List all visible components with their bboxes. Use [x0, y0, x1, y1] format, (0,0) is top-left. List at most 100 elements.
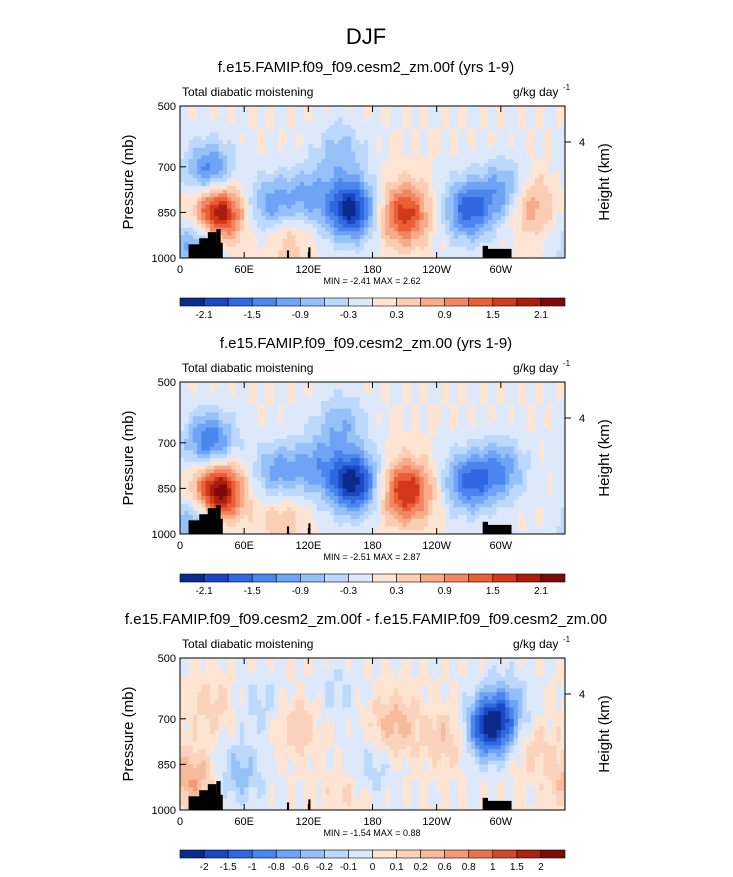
- heatmap-cell: [184, 473, 189, 477]
- heatmap-cell: [193, 114, 198, 118]
- heatmap-cell: [240, 163, 245, 167]
- heatmap-cell: [544, 155, 549, 159]
- heatmap-cell: [223, 231, 228, 235]
- heatmap-cell: [317, 167, 322, 171]
- heatmap-cell: [394, 228, 399, 232]
- heatmap-cell: [501, 174, 506, 178]
- heatmap-cell: [313, 125, 318, 129]
- heatmap-cell: [240, 129, 245, 133]
- heatmap-cell: [390, 117, 395, 121]
- heatmap-cell: [398, 121, 403, 125]
- heatmap-cell: [296, 152, 301, 156]
- heatmap-cell: [313, 186, 318, 190]
- heatmap-cell: [193, 197, 198, 201]
- heatmap-cell: [214, 152, 219, 156]
- heatmap-cell: [424, 228, 429, 232]
- heatmap-cell: [236, 500, 241, 504]
- heatmap-cell: [450, 152, 455, 156]
- heatmap-cell: [244, 144, 249, 148]
- heatmap-cell: [231, 397, 236, 401]
- heatmap-cell: [355, 235, 360, 239]
- heatmap-cell: [334, 235, 339, 239]
- heatmap-cell: [210, 412, 215, 416]
- heatmap-cell: [432, 167, 437, 171]
- heatmap-cell: [223, 450, 228, 454]
- heatmap-cell: [296, 117, 301, 121]
- heatmap-cell: [450, 163, 455, 167]
- heatmap-cell: [236, 171, 241, 175]
- heatmap-cell: [552, 209, 557, 213]
- heatmap-cell: [381, 212, 386, 216]
- heatmap-cell: [317, 519, 322, 523]
- heatmap-cell: [411, 243, 416, 247]
- heatmap-cell: [368, 133, 373, 137]
- heatmap-cell: [257, 121, 262, 125]
- page-title: DJF: [346, 24, 386, 49]
- heatmap-cell: [201, 148, 206, 152]
- heatmap-cell: [210, 481, 215, 485]
- heatmap-cell: [527, 205, 532, 209]
- heatmap-cell: [509, 148, 514, 152]
- heatmap-cell: [351, 129, 356, 133]
- heatmap-cell: [544, 163, 549, 167]
- heatmap-cell: [261, 228, 266, 232]
- heatmap-cell: [445, 159, 450, 163]
- heatmap-cell: [497, 125, 502, 129]
- heatmap-cell: [184, 450, 189, 454]
- heatmap-cell: [300, 197, 305, 201]
- heatmap-cell: [334, 110, 339, 114]
- heatmap-cell: [552, 228, 557, 232]
- heatmap-cell: [360, 235, 365, 239]
- heatmap-cell: [193, 216, 198, 220]
- heatmap-cell: [450, 228, 455, 232]
- heatmap-cell: [321, 220, 326, 224]
- heatmap-cell: [522, 167, 527, 171]
- heatmap-cell: [394, 159, 399, 163]
- heatmap-cell: [360, 209, 365, 213]
- heatmap-cell: [270, 412, 275, 416]
- heatmap-cell: [454, 186, 459, 190]
- heatmap-cell: [484, 114, 489, 118]
- heatmap-cell: [415, 197, 420, 201]
- heatmap-cell: [244, 250, 249, 254]
- heatmap-cell: [325, 136, 330, 140]
- heatmap-cell: [283, 186, 288, 190]
- heatmap-cell: [488, 231, 493, 235]
- heatmap-cell: [206, 216, 211, 220]
- heatmap-cell: [308, 106, 313, 110]
- heatmap-cell: [287, 228, 292, 232]
- heatmap-cell: [296, 220, 301, 224]
- heatmap-cell: [240, 488, 245, 492]
- heatmap-cell: [236, 390, 241, 394]
- heatmap-cell: [274, 401, 279, 405]
- heatmap-cell: [330, 186, 335, 190]
- heatmap-cell: [214, 485, 219, 489]
- heatmap-cell: [548, 125, 553, 129]
- heatmap-cell: [266, 447, 271, 451]
- heatmap-cell: [261, 523, 266, 527]
- heatmap-cell: [450, 136, 455, 140]
- heatmap-cell: [270, 507, 275, 511]
- heatmap-cell: [253, 235, 258, 239]
- heatmap-cell: [278, 519, 283, 523]
- heatmap-cell: [206, 125, 211, 129]
- heatmap-cell: [539, 212, 544, 216]
- heatmap-cell: [420, 171, 425, 175]
- heatmap-cell: [355, 152, 360, 156]
- heatmap-cell: [308, 481, 313, 485]
- heatmap-cell: [304, 401, 309, 405]
- heatmap-cell: [231, 416, 236, 420]
- heatmap-cell: [244, 243, 249, 247]
- heatmap-cell: [462, 167, 467, 171]
- heatmap-cell: [261, 492, 266, 496]
- heatmap-cell: [274, 431, 279, 435]
- heatmap-cell: [180, 178, 185, 182]
- heatmap-cell: [253, 443, 258, 447]
- heatmap-cell: [308, 209, 313, 213]
- heatmap-cell: [479, 212, 484, 216]
- heatmap-cell: [227, 428, 232, 432]
- heatmap-cell: [291, 416, 296, 420]
- heatmap-cell: [355, 148, 360, 152]
- heatmap-cell: [394, 235, 399, 239]
- heatmap-cell: [210, 439, 215, 443]
